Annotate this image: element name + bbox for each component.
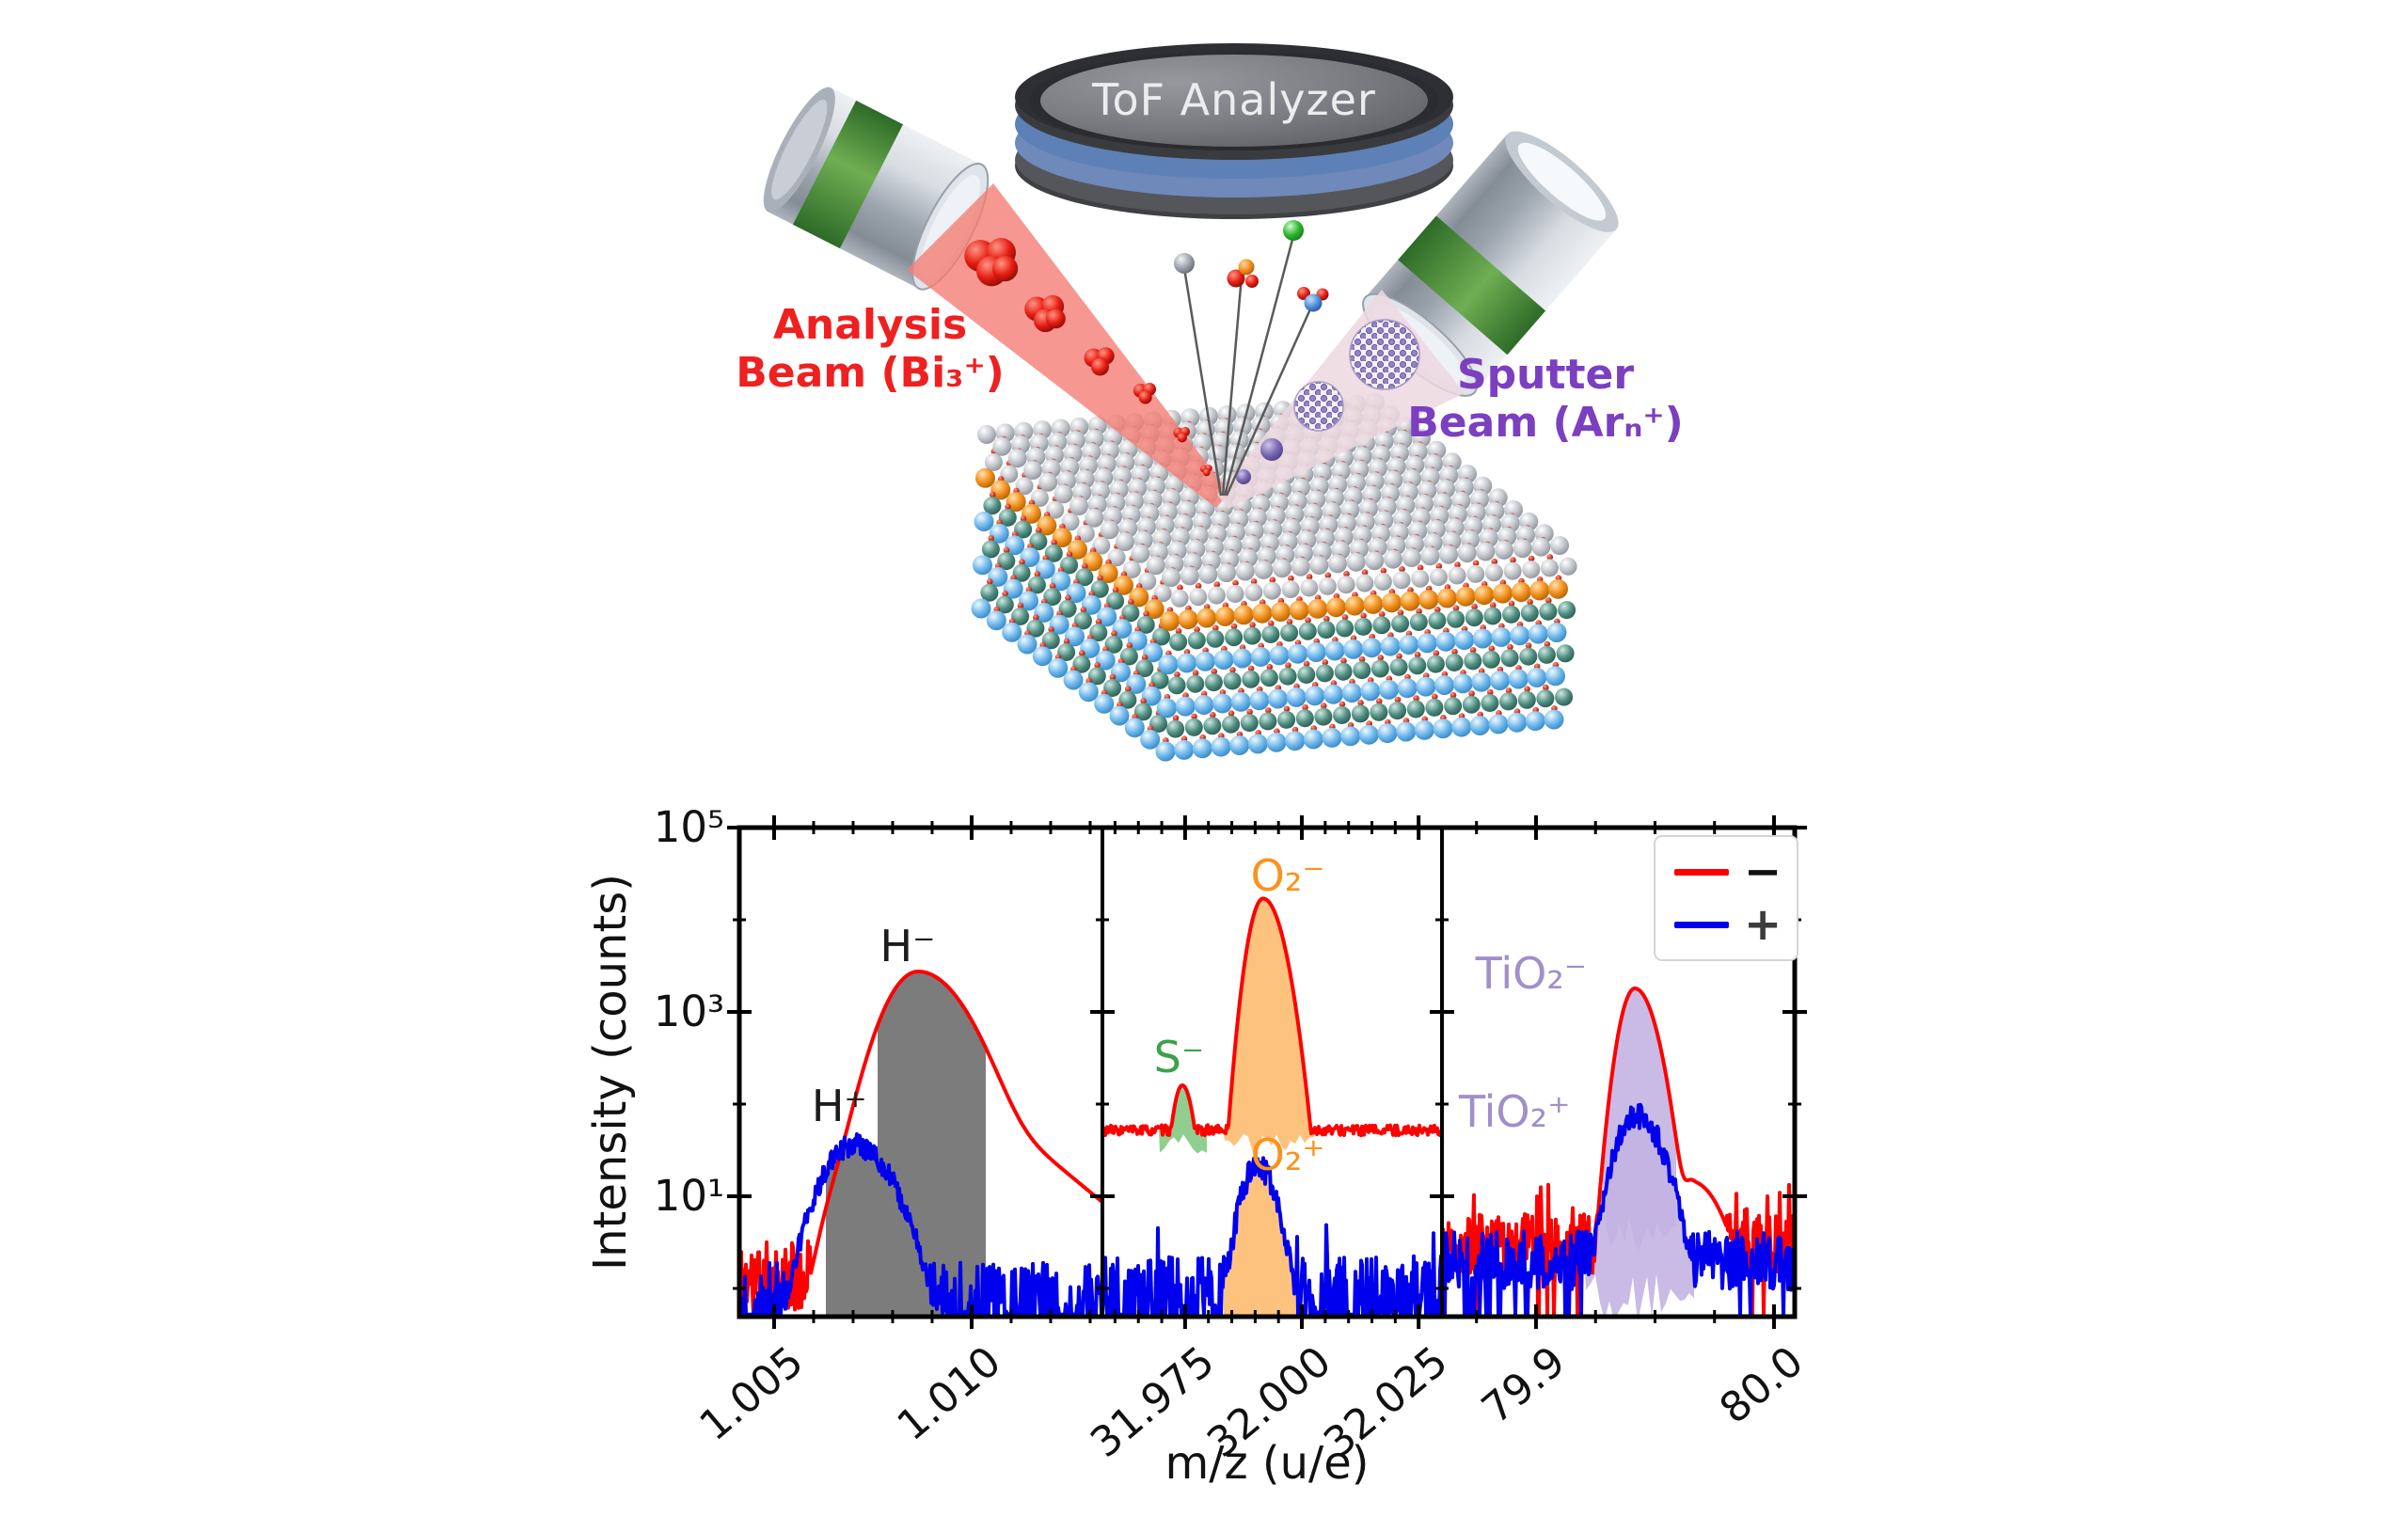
analysis-beam-label-line1: Analysis	[772, 301, 968, 349]
axes	[727, 815, 1807, 1329]
ion-trail	[1221, 275, 1244, 497]
secondary-ion-cluster	[1304, 293, 1323, 312]
secondary-ion-green	[1283, 220, 1304, 241]
sputter-ion-gun	[1362, 131, 1619, 397]
legend-minus-symbol: −	[1744, 845, 1782, 898]
negative-spectrum-line	[739, 970, 1102, 1317]
peak-label: O₂⁺	[1250, 1129, 1325, 1181]
argon-ion	[1260, 438, 1283, 461]
sputter-beam-label-line2: Beam (Arₙ⁺)	[1407, 399, 1684, 448]
peak-area-fill	[878, 971, 986, 1317]
tof-analyzer-label: ToF Analyzer	[1092, 74, 1376, 125]
beams-and-ions	[907, 183, 1465, 509]
legend-entry-positive: +	[1656, 898, 1797, 951]
ion-trail	[1225, 302, 1315, 497]
peak-area-fill	[826, 1134, 878, 1317]
legend-entry-negative: −	[1656, 845, 1797, 898]
spectrum-panel-3	[1442, 987, 1795, 1317]
argon-cluster	[1293, 381, 1344, 432]
spectrum-panel-2	[1102, 896, 1442, 1317]
bismuth-cluster	[1084, 347, 1115, 376]
x-axis-label: m/z (u/e)	[1164, 1437, 1370, 1490]
y-tick-label-1e3: 10³	[653, 987, 724, 1036]
peak-area-fill	[1159, 1085, 1207, 1154]
positive-spectrum-line	[739, 1132, 1102, 1317]
legend-plus-symbol: +	[1744, 898, 1782, 951]
legend: − +	[1654, 835, 1798, 961]
peak-label: O₂⁻	[1250, 850, 1325, 902]
secondary-ion-cluster	[1227, 269, 1245, 288]
ion-trail	[1223, 235, 1295, 497]
gun-green-band	[792, 100, 904, 249]
analysis-beam-label: Analysis Beam (Bi₃⁺)	[626, 301, 1115, 397]
peak-label: TiO₂⁺	[1458, 1086, 1571, 1138]
peak-label: S⁻	[1153, 1032, 1205, 1083]
negative-spectrum-line	[1442, 987, 1795, 1317]
secondary-ion-cluster	[1245, 275, 1259, 288]
bismuth-cluster	[1133, 382, 1157, 404]
peak-label: H⁻	[879, 920, 936, 971]
argon-ion	[1236, 469, 1251, 484]
peak-label: TiO₂⁻	[1475, 948, 1588, 1000]
peak-label: H⁺	[811, 1081, 867, 1132]
tof-analyzer-drum	[1015, 43, 1453, 219]
negative-spectrum-line	[1102, 896, 1442, 1138]
argon-cluster	[1349, 319, 1420, 390]
ion-trail	[1182, 267, 1223, 497]
secondary-ion-cluster	[1238, 259, 1255, 276]
negative-line-swatch	[1674, 868, 1729, 876]
spectrum-panel-1	[739, 970, 1102, 1317]
analysis-beam-label-line2: Beam (Bi₃⁺)	[736, 349, 1005, 398]
bismuth-cluster	[1200, 465, 1212, 477]
sputter-beam-label: Sputter Beam (Arₙ⁺)	[1301, 351, 1790, 447]
positive-spectrum-line	[1442, 1102, 1795, 1317]
y-axis-label: Intensity (counts)	[584, 873, 637, 1271]
bismuth-cluster	[1024, 294, 1066, 333]
y-tick-label-1e5: 10⁵	[653, 802, 724, 852]
positive-line-swatch	[1674, 921, 1729, 928]
gun-green-band	[1398, 215, 1546, 355]
bismuth-cluster	[1173, 426, 1191, 443]
mass-spectrum	[739, 896, 1795, 1317]
secondary-ion-gray	[1174, 253, 1195, 274]
positive-spectrum-line	[1102, 1156, 1442, 1317]
bismuth-cluster	[964, 238, 1019, 287]
y-tick-label-1e1: 10¹	[653, 1171, 724, 1221]
sputter-beam-label-line1: Sputter	[1456, 351, 1635, 399]
